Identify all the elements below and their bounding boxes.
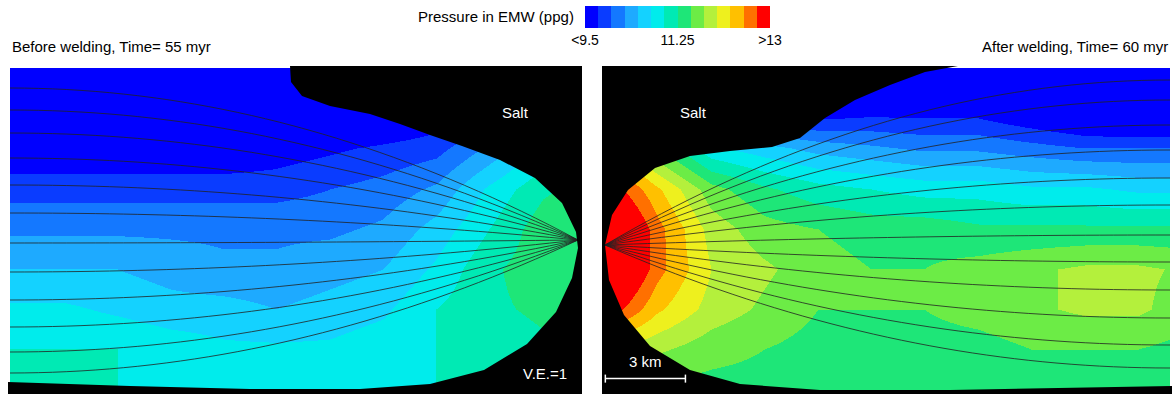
svg-text:After welding, Time= 60 myr: After welding, Time= 60 myr (982, 38, 1168, 55)
svg-text:V.E.=1: V.E.=1 (523, 365, 567, 382)
svg-text:>13: >13 (758, 32, 782, 48)
svg-text:<9.5: <9.5 (571, 32, 599, 48)
svg-text:Before welding, Time= 55 myr: Before welding, Time= 55 myr (12, 38, 211, 55)
svg-text:Pressure in EMW (ppg): Pressure in EMW (ppg) (418, 8, 574, 25)
svg-text:Salt: Salt (502, 104, 529, 121)
svg-text:3 km: 3 km (629, 353, 662, 370)
svg-text:Salt: Salt (680, 104, 707, 121)
svg-text:11.25: 11.25 (661, 32, 695, 48)
